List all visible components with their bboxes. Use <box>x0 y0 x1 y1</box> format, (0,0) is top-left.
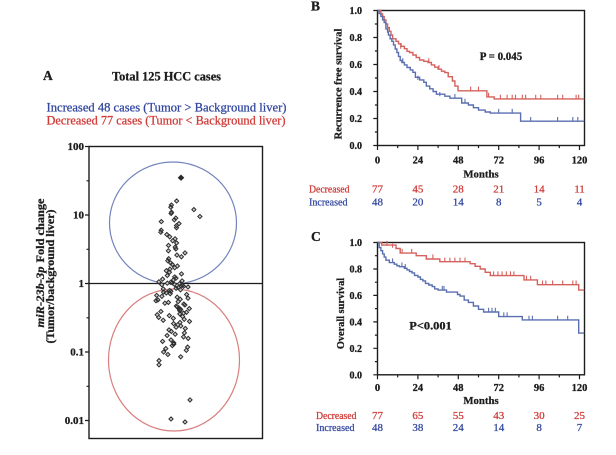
svg-text:48: 48 <box>453 156 464 167</box>
svg-text:Months: Months <box>463 395 499 407</box>
svg-text:0.0: 0.0 <box>350 370 363 381</box>
svg-text:120: 120 <box>572 383 588 394</box>
svg-text:0.8: 0.8 <box>350 265 363 276</box>
svg-text:0: 0 <box>375 383 380 394</box>
svg-text:24: 24 <box>413 156 424 167</box>
svg-text:77: 77 <box>372 184 384 196</box>
svg-text:48: 48 <box>372 422 384 434</box>
svg-text:43: 43 <box>493 410 505 422</box>
svg-text:0.4: 0.4 <box>350 87 363 98</box>
svg-text:45: 45 <box>412 184 424 196</box>
svg-text:72: 72 <box>493 383 504 394</box>
svg-text:48: 48 <box>372 197 384 209</box>
svg-text:8: 8 <box>496 197 502 209</box>
svg-text:Decreased: Decreased <box>316 410 357 422</box>
svg-text:72: 72 <box>493 156 504 167</box>
svg-text:120: 120 <box>572 156 588 167</box>
svg-text:Decreased 77 cases (Tumor < Ba: Decreased 77 cases (Tumor < Background l… <box>47 114 286 128</box>
svg-text:Months: Months <box>463 169 499 181</box>
svg-text:C: C <box>311 229 321 244</box>
svg-text:0.2: 0.2 <box>350 114 363 125</box>
svg-text:1: 1 <box>79 278 85 290</box>
svg-text:96: 96 <box>534 156 545 167</box>
svg-text:Overall survival: Overall survival <box>336 278 347 349</box>
svg-text:8: 8 <box>536 422 542 434</box>
svg-text:25: 25 <box>574 410 586 422</box>
svg-text:Fold change: Fold change <box>35 199 47 263</box>
svg-text:P = 0.045: P = 0.045 <box>480 51 523 63</box>
svg-text:1.0: 1.0 <box>350 238 363 249</box>
svg-text:0.8: 0.8 <box>350 33 363 44</box>
svg-text:Total 125 HCC cases: Total 125 HCC cases <box>112 70 221 84</box>
svg-text:0.1: 0.1 <box>70 347 84 359</box>
svg-text:1.0: 1.0 <box>350 6 363 17</box>
svg-text:10: 10 <box>73 210 85 222</box>
svg-text:7: 7 <box>577 422 583 434</box>
svg-text:Increased: Increased <box>309 197 348 209</box>
svg-text:48: 48 <box>453 383 464 394</box>
svg-text:(Tumor/background liver): (Tumor/background liver) <box>45 209 57 343</box>
svg-text:14: 14 <box>453 197 465 209</box>
svg-text:0.0: 0.0 <box>350 141 363 152</box>
svg-text:P<0.001: P<0.001 <box>409 321 452 333</box>
svg-text:miR-23b-3p: miR-23b-3p <box>35 266 47 327</box>
svg-text:Increased: Increased <box>316 422 355 434</box>
svg-text:4: 4 <box>577 197 583 209</box>
svg-text:65: 65 <box>412 410 424 422</box>
svg-text:0.6: 0.6 <box>350 60 363 71</box>
svg-text:Increased 48 cases (Tumor > Ba: Increased 48 cases (Tumor > Background l… <box>47 100 287 114</box>
svg-text:100: 100 <box>68 141 85 153</box>
svg-text:0.6: 0.6 <box>350 291 363 302</box>
svg-text:14: 14 <box>493 422 505 434</box>
svg-text:28: 28 <box>453 184 465 196</box>
svg-text:Recurrence free survival: Recurrence free survival <box>334 29 345 140</box>
svg-text:96: 96 <box>534 383 545 394</box>
svg-text:0.4: 0.4 <box>350 317 363 328</box>
svg-text:A: A <box>43 68 53 83</box>
svg-text:B: B <box>311 0 320 14</box>
svg-text:55: 55 <box>453 410 465 422</box>
svg-text:24: 24 <box>453 422 465 434</box>
svg-text:0: 0 <box>375 156 380 167</box>
svg-text:38: 38 <box>412 422 424 434</box>
svg-text:30: 30 <box>534 410 546 422</box>
svg-text:24: 24 <box>413 383 424 394</box>
svg-text:5: 5 <box>536 197 542 209</box>
svg-text:21: 21 <box>493 184 504 196</box>
svg-text:Decreased: Decreased <box>309 184 350 196</box>
svg-text:0.01: 0.01 <box>65 415 84 427</box>
svg-text:11: 11 <box>574 184 585 196</box>
svg-text:77: 77 <box>372 410 384 422</box>
svg-text:20: 20 <box>412 197 424 209</box>
svg-text:14: 14 <box>534 184 546 196</box>
svg-text:0.2: 0.2 <box>350 344 363 355</box>
